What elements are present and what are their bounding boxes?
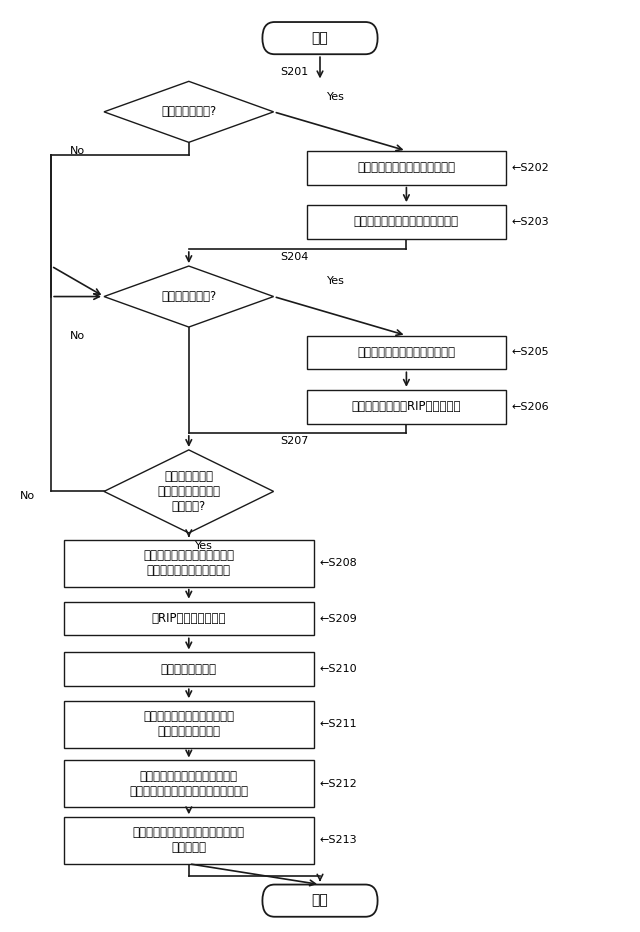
FancyBboxPatch shape <box>64 601 314 636</box>
Text: １ページ分の印刷データを参照: １ページ分の印刷データを参照 <box>357 161 456 174</box>
Text: 実RIP平均時間を算出: 実RIP平均時間を算出 <box>152 612 226 625</box>
Text: ←S205: ←S205 <box>512 348 550 358</box>
Text: 予め定められた
ページ数分の処理が
完了した?: 予め定められた ページ数分の処理が 完了した? <box>157 470 220 513</box>
FancyBboxPatch shape <box>307 336 506 369</box>
FancyBboxPatch shape <box>64 817 314 864</box>
Text: １ページ分の中間データを参照: １ページ分の中間データを参照 <box>357 346 456 359</box>
Polygon shape <box>104 450 274 533</box>
Text: 中間データあり?: 中間データあり? <box>161 290 216 303</box>
FancyBboxPatch shape <box>307 151 506 185</box>
Text: ←S212: ←S212 <box>320 779 358 788</box>
FancyBboxPatch shape <box>307 205 506 239</box>
Text: Yes: Yes <box>327 277 345 286</box>
Polygon shape <box>104 81 274 143</box>
Text: Yes: Yes <box>327 91 345 102</box>
FancyBboxPatch shape <box>262 22 378 54</box>
FancyBboxPatch shape <box>307 390 506 424</box>
FancyBboxPatch shape <box>64 541 314 587</box>
FancyBboxPatch shape <box>64 652 314 686</box>
FancyBboxPatch shape <box>64 701 314 747</box>
Text: 参照したページの解析処理を実行: 参照したページの解析処理を実行 <box>354 215 459 228</box>
FancyBboxPatch shape <box>262 884 378 917</box>
Text: 開始: 開始 <box>312 31 328 45</box>
Text: No: No <box>70 331 84 340</box>
Text: 予め定められたページ数分の
各ページの処理時間を計算: 予め定められたページ数分の 各ページの処理時間を計算 <box>143 550 234 578</box>
Text: S204: S204 <box>280 252 308 262</box>
Text: Yes: Yes <box>195 541 213 552</box>
Text: ←S202: ←S202 <box>512 163 550 172</box>
Text: ←S208: ←S208 <box>320 558 358 569</box>
Text: S207: S207 <box>280 435 308 445</box>
Text: S201: S201 <box>280 67 308 77</box>
Text: 印刷データあり?: 印刷データあり? <box>161 105 216 118</box>
Polygon shape <box>104 266 274 327</box>
Text: No: No <box>20 490 35 500</box>
Text: 制御命令にて指定された印刷速度で
印刷を実行: 制御命令にて指定された印刷速度で 印刷を実行 <box>133 827 244 855</box>
Text: ←S203: ←S203 <box>512 217 550 227</box>
Text: ←S209: ←S209 <box>320 613 358 624</box>
Text: 実最大速度を計算: 実最大速度を計算 <box>161 663 217 676</box>
Text: 終了: 終了 <box>312 894 328 908</box>
Text: 選択した印刷速度の制御命令、
及びラスタデータを印刷機構部に出力: 選択した印刷速度の制御命令、 及びラスタデータを印刷機構部に出力 <box>129 770 248 798</box>
Text: ←S206: ←S206 <box>512 402 550 412</box>
Text: ←S210: ←S210 <box>320 665 358 675</box>
Text: ←S213: ←S213 <box>320 835 358 845</box>
Text: No: No <box>70 145 84 156</box>
Text: 参照したページのRIP処理を実行: 参照したページのRIP処理を実行 <box>351 400 461 413</box>
FancyBboxPatch shape <box>64 761 314 807</box>
Text: ←S211: ←S211 <box>320 720 358 730</box>
Text: 実最大速度を超えない範囲で
最も速い速度を選択: 実最大速度を超えない範囲で 最も速い速度を選択 <box>143 710 234 738</box>
